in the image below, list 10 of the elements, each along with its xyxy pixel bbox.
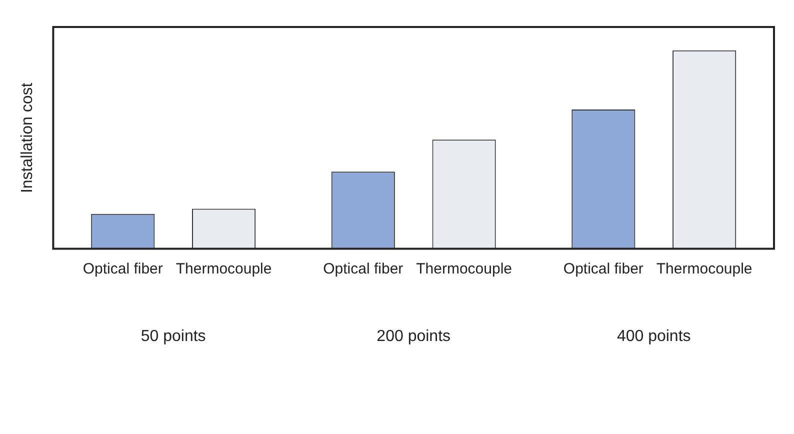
x-tick-label: 50 points [140, 328, 206, 345]
text: Thermocouple [656, 260, 752, 278]
x-tick-label: 400 points [616, 328, 691, 345]
text: Optical fiber [82, 260, 163, 278]
text: Optical fiber [323, 260, 404, 278]
series-label: Optical fiber [563, 260, 644, 278]
y-axis-title: Installation cost [19, 82, 36, 194]
text: Thermocouple [416, 260, 512, 278]
x-tick-label: 200 points [376, 328, 451, 345]
series-label: Thermocouple [176, 260, 272, 278]
